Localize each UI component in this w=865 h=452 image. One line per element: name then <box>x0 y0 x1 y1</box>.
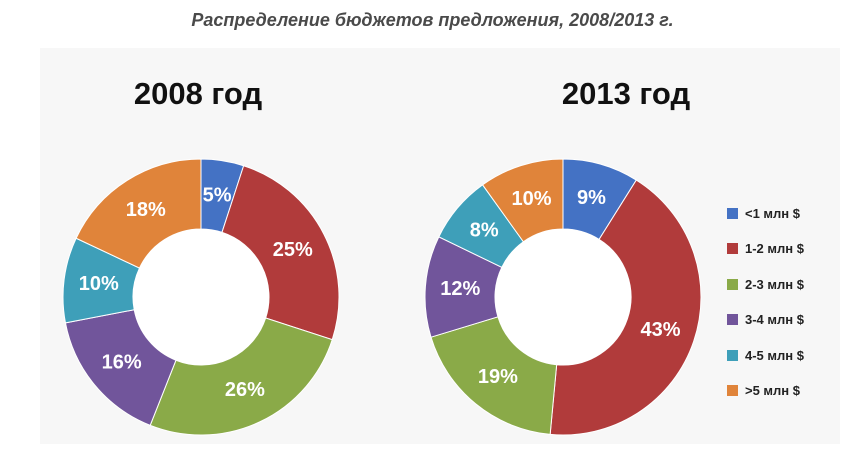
slice-label: 25% <box>273 239 313 261</box>
legend-swatch <box>727 314 738 326</box>
legend-swatch <box>727 349 738 361</box>
legend-item: >5 млн $ <box>727 379 837 403</box>
slice-label: 10% <box>511 188 551 210</box>
slice-label: 19% <box>478 366 518 388</box>
chart-title-2008: 2008 год <box>133 76 263 111</box>
slice-label: 9% <box>577 187 606 209</box>
legend-swatch <box>727 243 738 255</box>
legend-label: >5 млн $ <box>745 383 801 399</box>
legend-label: 2-3 млн $ <box>745 276 804 292</box>
donut-chart-2013: 9% 43% 19% 12% 8% 10% <box>424 158 702 436</box>
legend-label: 1-2 млн $ <box>745 241 804 257</box>
slice-label: 43% <box>641 319 681 341</box>
legend-swatch <box>727 385 738 397</box>
legend-label: 3-4 млн $ <box>745 312 804 328</box>
legend-item: 2-3 млн $ <box>727 272 837 296</box>
legend-swatch <box>727 207 738 219</box>
slice-label: 5% <box>203 184 232 206</box>
slice-label: 16% <box>102 352 142 374</box>
legend-item: 3-4 млн $ <box>727 308 837 332</box>
slice-label: 18% <box>126 199 166 221</box>
legend-swatch <box>727 278 738 290</box>
chart-title-2013: 2013 год <box>561 76 691 111</box>
legend-label: 4-5 млн $ <box>745 347 804 363</box>
legend: <1 млн $ 1-2 млн $ 2-3 млн $ 3-4 млн $ 4… <box>727 201 837 415</box>
donut-hole <box>133 229 269 365</box>
donut-chart-2008: 5% 25% 26% 16% 10% 18% <box>62 158 340 436</box>
legend-label: <1 млн $ <box>745 205 801 221</box>
slice-label: 10% <box>79 273 119 295</box>
slice-label: 26% <box>225 379 265 401</box>
slice-label: 8% <box>470 220 499 242</box>
legend-item: 1-2 млн $ <box>727 237 837 261</box>
slice-label: 12% <box>440 278 480 300</box>
legend-item: 4-5 млн $ <box>727 343 837 367</box>
donut-hole <box>495 229 631 365</box>
page-title: Распределение бюджетов предложения, 2008… <box>191 10 674 30</box>
legend-item: <1 млн $ <box>727 201 837 225</box>
